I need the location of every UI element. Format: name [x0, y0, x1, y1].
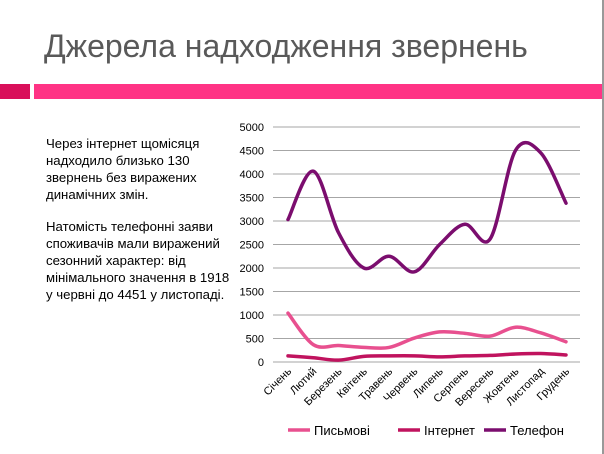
accent-bar-small	[0, 84, 30, 99]
x-tick-label: Січень	[262, 365, 295, 398]
y-tick-label: 2000	[240, 263, 264, 275]
legend-label: Інтернет	[424, 423, 475, 438]
paragraph-phone: Натомість телефонні заяви споживачів мал…	[46, 219, 230, 302]
y-tick-label: 1000	[240, 310, 264, 322]
paragraph-internet: Через інтернет щомісяця надходило близьк…	[46, 136, 200, 202]
y-tick-label: 4000	[240, 169, 264, 181]
body-text: Через інтернет щомісяця надходило близьк…	[46, 135, 236, 318]
y-tick-label: 4500	[240, 146, 264, 158]
y-tick-label: 2500	[240, 240, 264, 252]
y-tick-label: 1500	[240, 287, 264, 299]
legend-label: Телефон	[510, 423, 564, 438]
y-tick-label: 3500	[240, 193, 264, 205]
legend-label: Письмові	[314, 423, 370, 438]
series-line-Інтернет	[286, 351, 568, 362]
y-tick-label: 5000	[240, 122, 264, 134]
y-tick-label: 500	[246, 334, 264, 346]
accent-bar	[34, 84, 602, 99]
series-line-Письмові	[286, 311, 568, 350]
slide-title: Джерела надходження звернень	[44, 28, 528, 64]
y-tick-label: 0	[258, 357, 264, 369]
series-line-Телефон	[286, 140, 568, 274]
y-tick-label: 3000	[240, 216, 264, 228]
